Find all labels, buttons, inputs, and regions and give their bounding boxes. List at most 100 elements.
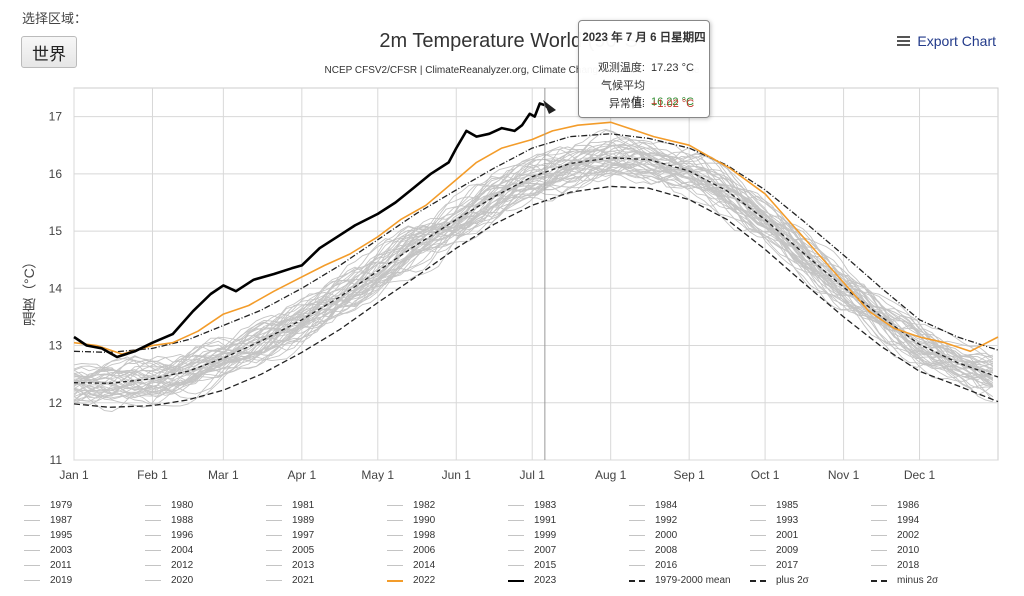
legend-symbol xyxy=(266,550,282,551)
legend-item-2023[interactable]: 2023 xyxy=(508,575,556,586)
legend-item-2015[interactable]: 2015 xyxy=(508,560,556,571)
legend-label: 2015 xyxy=(534,560,557,571)
legend-symbol xyxy=(629,535,645,536)
legend-symbol xyxy=(871,535,887,536)
legend-label: 2001 xyxy=(776,530,799,541)
legend-item-1986[interactable]: 1986 xyxy=(871,500,919,511)
legend-item-1992[interactable]: 1992 xyxy=(629,515,677,526)
temperature-chart[interactable]: 11 12 13 14 15 16 17 Jan 1 Feb 1 Mar 1 Apr 1 May 1 J… xyxy=(0,0,1024,500)
legend-item-1984[interactable]: 1984 xyxy=(629,500,677,511)
legend-item-2006[interactable]: 2006 xyxy=(387,545,435,556)
legend-item-2018[interactable]: 2018 xyxy=(871,560,919,571)
legend-label: 2003 xyxy=(50,545,73,556)
legend-item-2002[interactable]: 2002 xyxy=(871,530,919,541)
legend-item-1979[interactable]: 1979 xyxy=(24,500,72,511)
legend-item-1982[interactable]: 1982 xyxy=(387,500,435,511)
legend-label: 2020 xyxy=(171,575,194,586)
y-tick-label: 17 xyxy=(49,110,63,124)
legend-item-1994[interactable]: 1994 xyxy=(871,515,919,526)
legend-symbol xyxy=(629,579,645,582)
legend-item-1981[interactable]: 1981 xyxy=(266,500,314,511)
series-line-1994 xyxy=(73,158,993,395)
legend-label: 1985 xyxy=(776,500,799,511)
legend-item-2011[interactable]: 2011 xyxy=(24,560,72,571)
legend-item-1989[interactable]: 1989 xyxy=(266,515,314,526)
legend-item-1999[interactable]: 1999 xyxy=(508,530,556,541)
legend-item-2017[interactable]: 2017 xyxy=(750,560,798,571)
legend-symbol xyxy=(871,520,887,521)
legend-item-2009[interactable]: 2009 xyxy=(750,545,798,556)
legend-symbol xyxy=(871,579,887,582)
legend-label: 2000 xyxy=(655,530,678,541)
legend-item-2013[interactable]: 2013 xyxy=(266,560,314,571)
legend-label: 1983 xyxy=(534,500,557,511)
legend-item-1993[interactable]: 1993 xyxy=(750,515,798,526)
legend-label: 2006 xyxy=(413,545,436,556)
legend-item-minus-2-[interactable]: minus 2σ xyxy=(871,575,938,586)
legend-item-2012[interactable]: 2012 xyxy=(145,560,193,571)
legend-item-1988[interactable]: 1988 xyxy=(145,515,193,526)
legend-label: 2013 xyxy=(292,560,315,571)
legend-symbol xyxy=(387,520,403,521)
legend-item-1983[interactable]: 1983 xyxy=(508,500,556,511)
legend-item-1979-2000-mean[interactable]: 1979-2000 mean xyxy=(629,575,731,586)
region-button-world[interactable]: 世界 xyxy=(21,36,77,68)
legend-label: 1999 xyxy=(534,530,557,541)
legend-item-1985[interactable]: 1985 xyxy=(750,500,798,511)
legend-item-1990[interactable]: 1990 xyxy=(387,515,435,526)
legend-item-1995[interactable]: 1995 xyxy=(24,530,72,541)
legend-label: 2005 xyxy=(292,545,315,556)
legend-item-2000[interactable]: 2000 xyxy=(629,530,677,541)
legend-item-1987[interactable]: 1987 xyxy=(24,515,72,526)
legend-item-plus-2-[interactable]: plus 2σ xyxy=(750,575,809,586)
legend-label: 2012 xyxy=(171,560,194,571)
legend-label: 2023 xyxy=(534,575,557,586)
legend-symbol xyxy=(24,505,40,506)
legend-label: 2007 xyxy=(534,545,557,556)
series-line-2020 xyxy=(73,128,994,384)
legend-label: 2021 xyxy=(292,575,315,586)
legend-item-1996[interactable]: 1996 xyxy=(145,530,193,541)
legend-label: 1982 xyxy=(413,500,436,511)
series-line-1988 xyxy=(73,157,994,406)
legend-symbol xyxy=(387,535,403,536)
legend-item-2022[interactable]: 2022 xyxy=(387,575,435,586)
legend-item-2004[interactable]: 2004 xyxy=(145,545,193,556)
export-chart-button[interactable]: Export Chart xyxy=(897,33,996,49)
legend-item-2016[interactable]: 2016 xyxy=(629,560,677,571)
legend-symbol xyxy=(266,535,282,536)
y-tick-label: 14 xyxy=(49,281,63,295)
legend-label: 1991 xyxy=(534,515,557,526)
legend-item-2005[interactable]: 2005 xyxy=(266,545,314,556)
legend-item-2010[interactable]: 2010 xyxy=(871,545,919,556)
legend-item-2020[interactable]: 2020 xyxy=(145,575,193,586)
x-tick-label: Jan 1 xyxy=(59,468,89,482)
legend-item-2003[interactable]: 2003 xyxy=(24,545,72,556)
legend-label: 1993 xyxy=(776,515,799,526)
legend-item-2021[interactable]: 2021 xyxy=(266,575,314,586)
legend-item-1997[interactable]: 1997 xyxy=(266,530,314,541)
legend-item-1991[interactable]: 1991 xyxy=(508,515,556,526)
legend-item-2014[interactable]: 2014 xyxy=(387,560,435,571)
legend-label: 1981 xyxy=(292,500,315,511)
legend-symbol xyxy=(24,550,40,551)
legend-symbol xyxy=(750,579,766,582)
legend-label: 1994 xyxy=(897,515,920,526)
legend-symbol xyxy=(508,520,524,521)
y-tick-label: 16 xyxy=(49,167,63,181)
legend-item-2019[interactable]: 2019 xyxy=(24,575,72,586)
legend-label: 2010 xyxy=(897,545,920,556)
legend-label: 1984 xyxy=(655,500,678,511)
legend-symbol xyxy=(387,505,403,506)
series-line-2004 xyxy=(73,146,994,386)
x-tick-label: May 1 xyxy=(361,468,394,482)
legend-item-1980[interactable]: 1980 xyxy=(145,500,193,511)
legend-item-1998[interactable]: 1998 xyxy=(387,530,435,541)
series-line-2022 xyxy=(73,121,999,355)
legend-symbol xyxy=(750,535,766,536)
tooltip-observed-label: 观测温度: xyxy=(597,62,645,74)
legend-item-2007[interactable]: 2007 xyxy=(508,545,556,556)
legend-symbol xyxy=(266,565,282,566)
legend-item-2001[interactable]: 2001 xyxy=(750,530,798,541)
legend-item-2008[interactable]: 2008 xyxy=(629,545,677,556)
